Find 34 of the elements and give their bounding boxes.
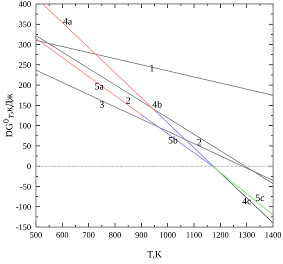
- x-tick-label: 1300: [239, 232, 255, 238]
- y-tick-label: 300: [18, 42, 31, 48]
- x-tick-label: 1100: [186, 232, 202, 238]
- y-axis-title: DG$^{0}$$_{T}$,кДж: [3, 94, 14, 138]
- annotation: 4a: [63, 18, 72, 25]
- x-tick-label: 800: [109, 232, 121, 238]
- annotation: 3: [100, 101, 104, 108]
- x-tick-label: 600: [56, 232, 68, 238]
- x-axis-title: T,K: [147, 250, 162, 259]
- y-tick-label: 0: [27, 164, 31, 170]
- annotation: 5a: [95, 83, 104, 90]
- x-tick-label: 700: [82, 232, 95, 238]
- annotation: 5c: [256, 194, 264, 202]
- y-tick-label: 350: [18, 22, 31, 28]
- y-tick-label: -100: [16, 204, 31, 210]
- annotation: 1: [150, 64, 154, 72]
- x-tick-label: 1400: [265, 232, 282, 238]
- annotation: 4b: [152, 100, 162, 108]
- y-tick-label: 400: [18, 1, 31, 7]
- annotation: 5b: [168, 136, 178, 144]
- annotation: 2: [126, 97, 130, 104]
- y-tick-label: -150: [16, 224, 31, 230]
- annotation: 4c: [242, 198, 252, 204]
- x-tick-label: 1000: [160, 232, 176, 238]
- y-tick-label: 250: [18, 62, 31, 68]
- x-tick-label: 1200: [212, 232, 228, 238]
- y-tick-label: 200: [18, 82, 31, 88]
- annotation: 2: [197, 138, 202, 146]
- y-tick-label: 50: [23, 143, 31, 149]
- y-tick-label: 150: [19, 102, 31, 108]
- y-tick-label: 100: [19, 122, 31, 129]
- x-tick-label: 900: [135, 232, 148, 238]
- x-tick-label: 500: [30, 232, 42, 238]
- y-tick-label: -50: [20, 184, 31, 190]
